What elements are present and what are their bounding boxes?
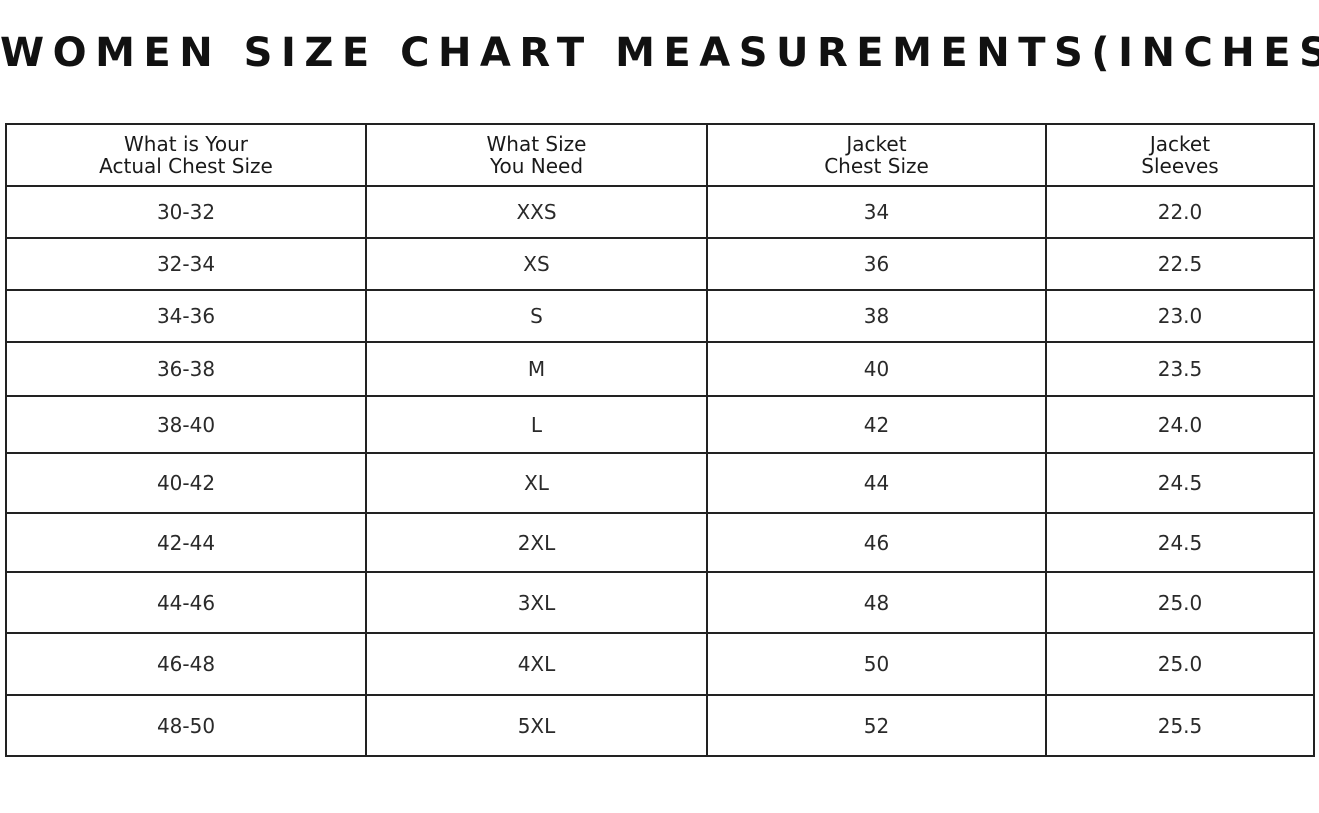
cell-jacket-chest: 44 <box>706 452 1047 514</box>
cell-actual-chest: 32-34 <box>5 237 367 291</box>
header-line: Actual Chest Size <box>99 154 273 178</box>
cell-actual-chest: 46-48 <box>5 632 367 696</box>
cell-jacket-sleeves: 24.0 <box>1045 395 1315 454</box>
cell-size: XXS <box>365 185 708 239</box>
header-jacket-chest-size: Jacket Chest Size <box>706 123 1047 187</box>
cell-size: 3XL <box>365 571 708 634</box>
cell-jacket-sleeves: 24.5 <box>1045 512 1315 573</box>
table-row: 48-50 5XL 52 25.5 <box>5 694 1315 757</box>
cell-actual-chest: 34-36 <box>5 289 367 343</box>
cell-size: 2XL <box>365 512 708 573</box>
cell-jacket-chest: 48 <box>706 571 1047 634</box>
cell-size: M <box>365 341 708 397</box>
cell-actual-chest: 40-42 <box>5 452 367 514</box>
cell-jacket-chest: 52 <box>706 694 1047 757</box>
table-row: 36-38 M 40 23.5 <box>5 341 1315 397</box>
header-row: What is Your Actual Chest Size What Size Yo… <box>5 123 1315 187</box>
header-line: Jacket <box>1149 132 1211 156</box>
cell-jacket-sleeves: 23.0 <box>1045 289 1315 343</box>
header-size-needed: What Size You Need <box>365 123 708 187</box>
table-row: 46-48 4XL 50 25.0 <box>5 632 1315 696</box>
cell-actual-chest: 48-50 <box>5 694 367 757</box>
size-chart-table: What is Your Actual Chest Size What Size Yo… <box>5 123 1315 757</box>
cell-jacket-chest: 38 <box>706 289 1047 343</box>
cell-actual-chest: 38-40 <box>5 395 367 454</box>
cell-jacket-sleeves: 25.0 <box>1045 632 1315 696</box>
header-line: Chest Size <box>824 154 929 178</box>
header-line: What Size <box>486 132 587 156</box>
table-row: 34-36 S 38 23.0 <box>5 289 1315 343</box>
cell-jacket-sleeves: 25.5 <box>1045 694 1315 757</box>
table-row: 44-46 3XL 48 25.0 <box>5 571 1315 634</box>
cell-jacket-chest: 42 <box>706 395 1047 454</box>
cell-jacket-chest: 36 <box>706 237 1047 291</box>
cell-size: S <box>365 289 708 343</box>
header-line: What is Your <box>124 132 248 156</box>
cell-actual-chest: 30-32 <box>5 185 367 239</box>
cell-size: 5XL <box>365 694 708 757</box>
table-row: 38-40 L 42 24.0 <box>5 395 1315 454</box>
cell-jacket-sleeves: 25.0 <box>1045 571 1315 634</box>
cell-size: XS <box>365 237 708 291</box>
cell-jacket-sleeves: 24.5 <box>1045 452 1315 514</box>
page-title: WOMEN SIZE CHART MEASUREMENTS(INCHES) <box>0 30 1319 76</box>
cell-actual-chest: 36-38 <box>5 341 367 397</box>
header-jacket-sleeves: Jacket Sleeves <box>1045 123 1315 187</box>
cell-jacket-chest: 50 <box>706 632 1047 696</box>
cell-jacket-chest: 46 <box>706 512 1047 573</box>
cell-jacket-sleeves: 22.5 <box>1045 237 1315 291</box>
table-row: 30-32 XXS 34 22.0 <box>5 185 1315 239</box>
header-line: Jacket <box>846 132 907 156</box>
table-row: 40-42 XL 44 24.5 <box>5 452 1315 514</box>
cell-size: XL <box>365 452 708 514</box>
table-row: 32-34 XS 36 22.5 <box>5 237 1315 291</box>
cell-actual-chest: 44-46 <box>5 571 367 634</box>
header-actual-chest-size: What is Your Actual Chest Size <box>5 123 367 187</box>
cell-jacket-sleeves: 23.5 <box>1045 341 1315 397</box>
header-line: You Need <box>489 154 584 178</box>
cell-actual-chest: 42-44 <box>5 512 367 573</box>
cell-size: 4XL <box>365 632 708 696</box>
table-row: 42-44 2XL 46 24.5 <box>5 512 1315 573</box>
cell-jacket-chest: 34 <box>706 185 1047 239</box>
cell-jacket-chest: 40 <box>706 341 1047 397</box>
cell-size: L <box>365 395 708 454</box>
header-line: Sleeves <box>1141 154 1219 178</box>
cell-jacket-sleeves: 22.0 <box>1045 185 1315 239</box>
